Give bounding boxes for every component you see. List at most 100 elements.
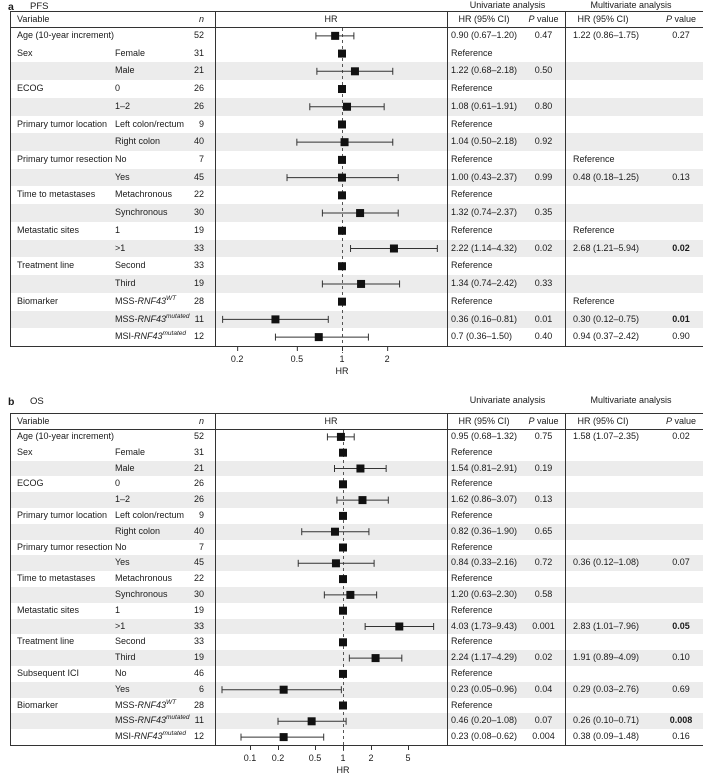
x-axis-label: HR	[337, 765, 350, 775]
multivariate-p-value: 0.27	[672, 30, 690, 40]
univariate-hr-ci: 0.23 (0.05–0.96)	[451, 683, 518, 694]
univariate-p-value: 0.99	[534, 171, 553, 182]
column-header-variable: Variable	[17, 416, 50, 426]
subcategory-label: MSI-RNF43mutated	[115, 730, 187, 742]
n-value: 21	[193, 462, 204, 473]
univariate-hr-ci: 1.20 (0.63–2.30)	[451, 589, 518, 599]
multivariate-hr-ci: 0.38 (0.09–1.48)	[573, 731, 640, 742]
univariate-hr-ci: Reference	[451, 510, 493, 520]
univariate-hr-ci: Reference	[451, 668, 493, 678]
subcategory-label: Second	[115, 636, 146, 647]
table-row: ECOG 0 26 Reference	[10, 476, 703, 492]
table-row: Treatment line Second 33 Reference	[10, 257, 703, 275]
forest-point	[323, 590, 378, 599]
n-value: 33	[193, 242, 204, 253]
subcategory-label: Male	[115, 462, 135, 473]
subcategory-label: Synchronous	[115, 207, 168, 218]
column-header-n: n	[198, 14, 204, 24]
univariate-hr-ci: 0.36 (0.16–0.81)	[451, 313, 518, 324]
column-header-uni-p-value: P value	[528, 14, 559, 24]
forest-point	[296, 138, 394, 147]
n-value: 30	[193, 589, 204, 599]
n-value: 22	[193, 573, 204, 584]
forest-point	[301, 527, 370, 536]
n-value: 19	[193, 604, 204, 615]
column-header-multi-p-value: P value	[665, 14, 697, 24]
n-value: 31	[193, 47, 204, 58]
variable-label: ECOG	[17, 478, 44, 489]
panel-os: b OS Univariate analysis Multivariate an…	[0, 388, 703, 775]
panel-title: OS	[30, 396, 44, 407]
variable-label: Sex	[17, 47, 33, 58]
multivariate-p-value: 0.05	[672, 620, 690, 631]
axis-tick-label: 0.5	[309, 753, 322, 763]
n-value: 40	[193, 136, 204, 147]
forest-reference-point	[338, 49, 346, 58]
axis-tick-label: 5	[405, 753, 410, 763]
univariate-hr-ci: 1.32 (0.74–2.37)	[451, 207, 518, 218]
forest-point	[221, 685, 342, 694]
forest-point	[336, 496, 389, 505]
univariate-p-value: 0.004	[532, 731, 555, 742]
table-row: Age (10-year increment) 52 0.95 (0.68–1.32…	[10, 429, 703, 445]
multivariate-p-value: 0.90	[672, 331, 690, 342]
forest-point	[309, 102, 385, 111]
axis-tick-label: 0.2	[272, 753, 285, 763]
n-value: 9	[198, 118, 204, 129]
n-value: 40	[193, 525, 204, 536]
univariate-p-value: 0.02	[534, 652, 553, 663]
variable-label: Treatment line	[17, 260, 75, 271]
variable-label: Primary tumor location	[17, 510, 108, 520]
univariate-p-value: 0.58	[534, 589, 553, 599]
univariate-hr-ci: 0.90 (0.67–1.20)	[451, 30, 518, 40]
univariate-hr-ci: Reference	[451, 573, 493, 584]
univariate-hr-ci: 1.62 (0.86–3.07)	[451, 494, 518, 505]
univariate-p-value: 0.40	[534, 331, 553, 342]
n-value: 33	[193, 260, 204, 271]
multivariate-hr-ci: 0.30 (0.12–0.75)	[573, 313, 640, 324]
column-header-uni-p-value: P value	[528, 416, 559, 426]
variable-label: Metastatic sites	[17, 604, 80, 615]
n-value: 22	[193, 189, 204, 200]
subcategory-label: 1–2	[115, 100, 131, 111]
table-row: Yes 6 0.23 (0.05–0.96) 0.04 0.29 (0.03–2.76)…	[10, 681, 703, 698]
univariate-hr-ci: 0.7 (0.36–1.50)	[451, 331, 513, 342]
multivariate-p-value: 0.13	[672, 171, 690, 182]
table-row: MSS-RNF43mutated 11 0.36 (0.16–0.81) 0.01 0.…	[10, 310, 703, 329]
panel-title: PFS	[30, 1, 49, 12]
multivariate-hr-ci: Reference	[573, 224, 615, 235]
forest-plot-os: 0.1 0.2 0.5 1 2 5HR	[10, 413, 703, 775]
univariate-hr-ci: Reference	[451, 636, 493, 647]
univariate-hr-ci: 0.84 (0.33–2.16)	[451, 557, 518, 568]
multivariate-hr-ci: 0.94 (0.37–2.42)	[573, 331, 640, 342]
forest-point	[222, 315, 329, 324]
univariate-hr-ci: 1.22 (0.68–2.18)	[451, 65, 518, 76]
forest-point	[297, 559, 375, 568]
table-row: Biomarker MSS-RNF43WT 28 Reference Reference	[10, 293, 703, 311]
n-value: 26	[193, 494, 204, 505]
univariate-analysis-header: Univariate analysis	[469, 0, 546, 10]
x-axis-label: HR	[336, 366, 349, 376]
column-header-hr-plot: HR	[324, 416, 338, 426]
n-value: 9	[198, 510, 204, 520]
n-value: 45	[193, 171, 204, 182]
axis-tick-label: 0.1	[244, 753, 257, 763]
table-row: Biomarker MSS-RNF43WT 28 Reference	[10, 698, 703, 714]
multivariate-p-value: 0.01	[672, 313, 690, 324]
table-row: Time to metastases Metachronous 22 Referenc…	[10, 186, 703, 204]
n-value: 7	[198, 154, 204, 165]
forest-point	[316, 67, 394, 76]
variable-label: Biomarker	[17, 295, 59, 306]
table-row: Treatment line Second 33 Reference	[10, 634, 703, 650]
subcategory-label: No	[115, 668, 127, 678]
forest-reference-point	[339, 638, 347, 647]
table-row: MSI-RNF43mutated 12 0.7 (0.36–1.50) 0.40 0.9…	[10, 328, 703, 346]
multivariate-analysis-header: Multivariate analysis	[590, 395, 672, 405]
subcategory-label: MSI-RNF43mutated	[115, 330, 187, 342]
forest-reference-point	[339, 701, 347, 710]
forest-reference-point	[338, 120, 346, 129]
forest-reference-point	[339, 575, 347, 584]
subcategory-label: Left colon/rectum	[115, 510, 185, 520]
multivariate-hr-ci: 0.48 (0.18–1.25)	[573, 171, 640, 182]
subcategory-label: MSS-RNF43WT	[115, 294, 177, 306]
